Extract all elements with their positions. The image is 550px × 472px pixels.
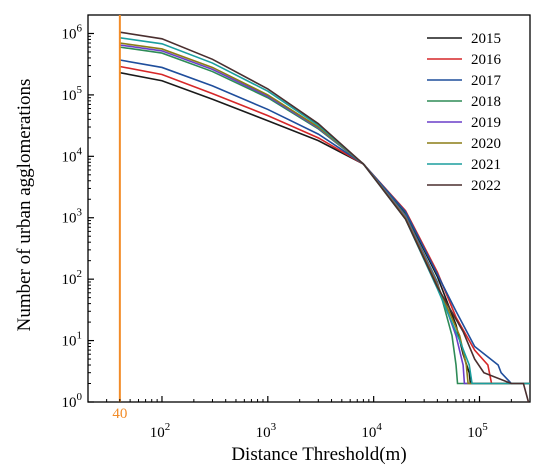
x-tick-label-5: 105 [467, 421, 488, 441]
y-tick-label-2: 102 [62, 268, 83, 288]
x-tick-label-2: 102 [150, 421, 171, 441]
legend-label-2019: 2019 [471, 115, 501, 131]
legend-label-2015: 2015 [471, 31, 501, 47]
y-tick-label-3: 103 [62, 207, 83, 227]
legend-label-2020: 2020 [471, 136, 501, 152]
y-axis-title: Number of urban agglomerations [14, 79, 35, 332]
x-axis-title: Distance Threshold(m) [231, 444, 406, 465]
legend-label-2016: 2016 [471, 52, 502, 68]
threshold-marker-label: 40 [112, 406, 127, 422]
legend: 2015 2016 2017 2018 2019 2020 2021 2022 [427, 31, 502, 194]
y-tick-label-0: 100 [62, 391, 83, 411]
legend-label-2017: 2017 [471, 73, 502, 89]
series-line-2022 [119, 31, 530, 403]
axes-layer: 102 103 104 105 100 101 102 103 104 105 106 [62, 14, 531, 441]
series-line-2017 [119, 59, 530, 385]
y-tick-label-4: 104 [62, 145, 83, 165]
legend-label-2022: 2022 [471, 178, 501, 194]
y-tick-label-1: 101 [62, 330, 83, 350]
y-tick-label-6: 106 [62, 22, 83, 42]
y-tick-label-5: 105 [62, 84, 83, 104]
marker-layer: 40 [112, 15, 127, 422]
legend-label-2021: 2021 [471, 157, 501, 173]
x-tick-label-4: 104 [361, 421, 382, 441]
legend-label-2018: 2018 [471, 94, 501, 110]
series-layer [119, 31, 530, 403]
x-tick-label-3: 103 [256, 421, 277, 441]
